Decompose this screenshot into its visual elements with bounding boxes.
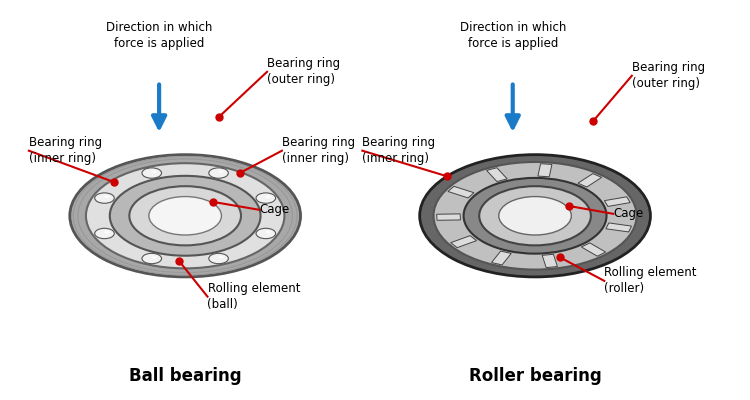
- Polygon shape: [448, 186, 474, 198]
- Circle shape: [479, 186, 591, 245]
- Circle shape: [499, 196, 572, 235]
- Text: Rolling element
(roller): Rolling element (roller): [604, 266, 697, 295]
- Circle shape: [218, 256, 223, 259]
- Text: Bearing ring
(outer ring): Bearing ring (outer ring): [632, 61, 705, 90]
- Text: Roller bearing: Roller bearing: [469, 366, 602, 384]
- Polygon shape: [578, 174, 602, 187]
- Circle shape: [266, 231, 271, 234]
- Circle shape: [70, 155, 301, 277]
- Polygon shape: [487, 168, 507, 182]
- Text: Cage: Cage: [614, 207, 644, 220]
- Text: Cage: Cage: [260, 203, 290, 216]
- Circle shape: [433, 162, 637, 270]
- Polygon shape: [542, 254, 557, 268]
- Text: Direction in which
force is applied: Direction in which force is applied: [460, 20, 566, 50]
- Circle shape: [104, 231, 110, 234]
- Text: Bearing ring
(outer ring): Bearing ring (outer ring): [267, 57, 340, 86]
- Circle shape: [464, 178, 607, 254]
- Polygon shape: [451, 236, 476, 248]
- Circle shape: [104, 195, 110, 198]
- Circle shape: [110, 176, 260, 256]
- Polygon shape: [491, 251, 512, 265]
- Polygon shape: [606, 223, 631, 232]
- Circle shape: [86, 163, 284, 268]
- Circle shape: [218, 170, 223, 173]
- Circle shape: [94, 193, 114, 203]
- Text: Ball bearing: Ball bearing: [129, 366, 242, 384]
- Circle shape: [420, 155, 650, 277]
- Circle shape: [94, 228, 114, 239]
- Text: Bearing ring
(inner ring): Bearing ring (inner ring): [282, 136, 355, 165]
- Circle shape: [266, 195, 271, 198]
- Circle shape: [256, 193, 275, 203]
- Circle shape: [152, 170, 157, 173]
- Polygon shape: [604, 197, 630, 206]
- Circle shape: [256, 228, 275, 239]
- Text: Direction in which
force is applied: Direction in which force is applied: [106, 20, 212, 50]
- Circle shape: [129, 186, 241, 245]
- Text: Bearing ring
(inner ring): Bearing ring (inner ring): [28, 136, 102, 165]
- Polygon shape: [436, 214, 460, 220]
- Circle shape: [209, 168, 228, 178]
- Circle shape: [148, 196, 221, 235]
- Polygon shape: [538, 164, 552, 177]
- Text: Rolling element
(ball): Rolling element (ball): [208, 282, 300, 311]
- Polygon shape: [581, 243, 606, 256]
- Text: Bearing ring
(inner ring): Bearing ring (inner ring): [362, 136, 436, 165]
- Circle shape: [209, 253, 228, 264]
- Circle shape: [142, 253, 161, 264]
- Circle shape: [152, 256, 157, 259]
- Circle shape: [142, 168, 161, 178]
